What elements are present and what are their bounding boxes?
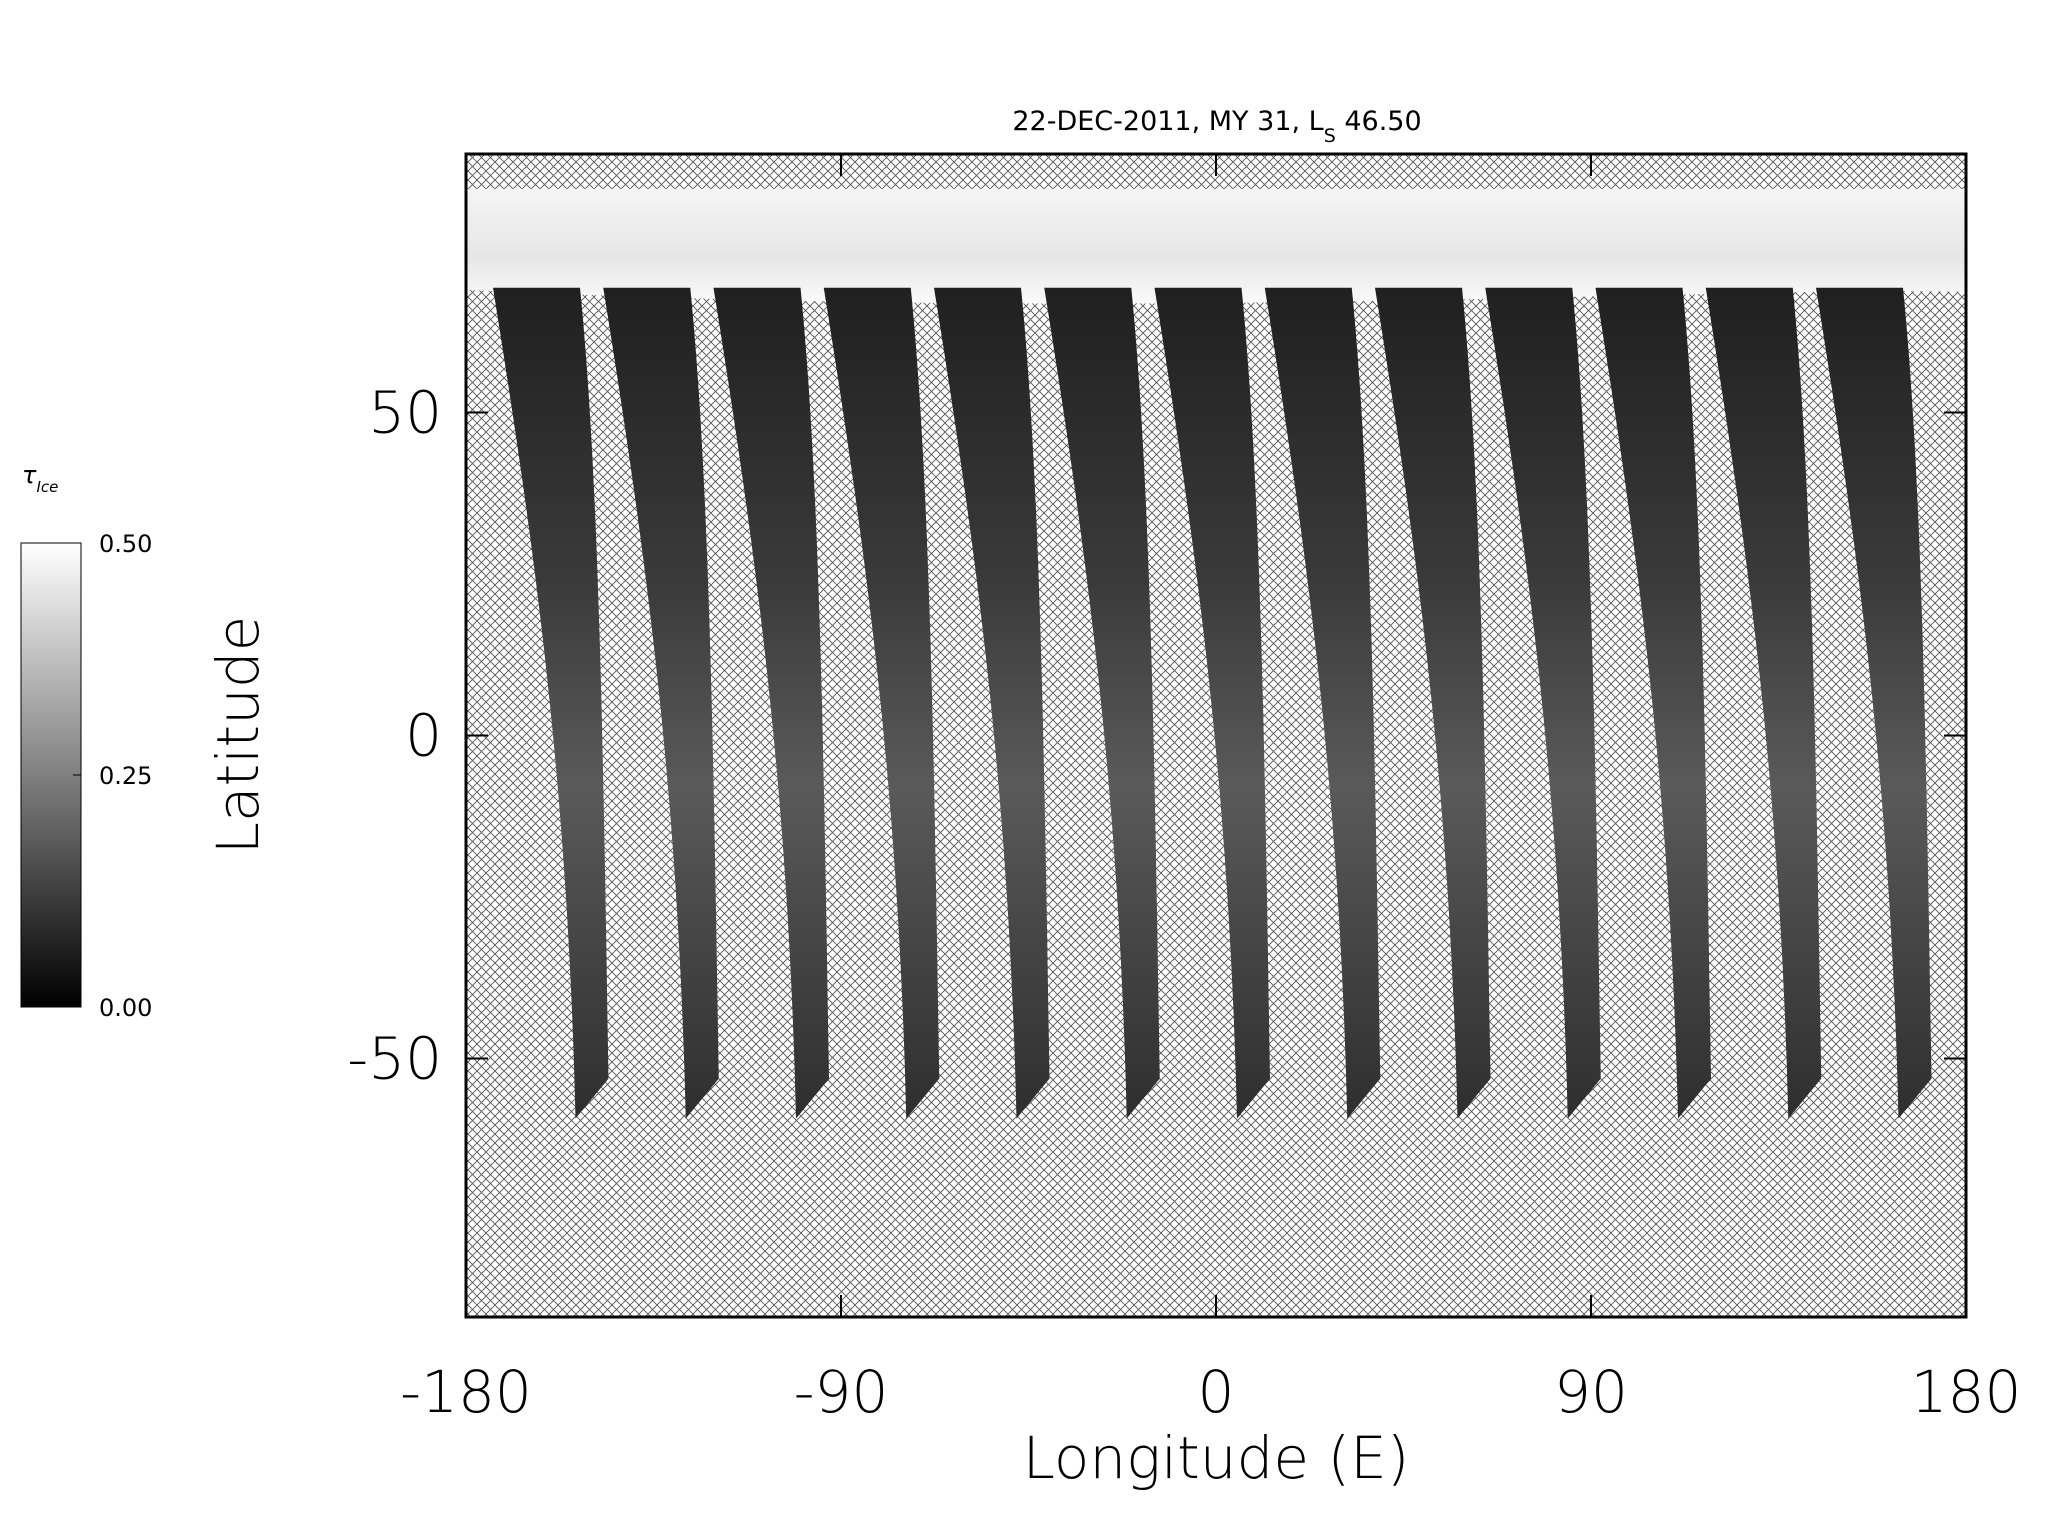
colorbar [20, 542, 82, 1008]
y-axis-label: Latitude [204, 616, 272, 855]
y-tick-label: -50 [347, 1025, 442, 1093]
colorbar-label-symbol: τ [22, 461, 37, 489]
swath [1264, 287, 1381, 1119]
swath [603, 287, 719, 1119]
swath [1485, 287, 1601, 1119]
swath [493, 287, 609, 1119]
x-tick-label: 90 [1554, 1358, 1628, 1426]
title-text: 22-DEC-2011, MY 31, L [1012, 106, 1323, 137]
x-axis-label: Longitude (E) [1023, 1424, 1410, 1492]
title-text: 46.50 [1336, 106, 1422, 137]
title-subscript: S [1324, 125, 1336, 147]
swath [1705, 287, 1822, 1119]
x-tick-label: 0 [1198, 1358, 1235, 1426]
colorbar-tick-label: 0.00 [99, 994, 152, 1022]
swath [1154, 287, 1270, 1119]
chart-title: 22-DEC-2011, MY 31, LS 46.50 [1012, 106, 1421, 147]
y-tick-label: 50 [368, 378, 442, 446]
x-tick-label: 180 [1911, 1358, 2022, 1426]
swath [1044, 287, 1160, 1119]
x-tick-label: -180 [400, 1358, 532, 1426]
colorbar-tick-label: 0.25 [99, 762, 152, 790]
colorbar-tick-label: 0.50 [99, 530, 152, 558]
colorbar-label: τIce [22, 461, 58, 496]
colorbar-label-subscript: Ice [36, 478, 58, 496]
y-tick-label: 0 [405, 702, 442, 770]
swath [1595, 287, 1711, 1119]
swath [1375, 287, 1491, 1119]
swath [1816, 287, 1932, 1119]
swath [934, 287, 1050, 1119]
x-tick-label: -90 [794, 1358, 889, 1426]
plot-area [464, 152, 1968, 1319]
swath [823, 287, 940, 1119]
swath [713, 287, 829, 1119]
polar-cap [466, 188, 1966, 304]
